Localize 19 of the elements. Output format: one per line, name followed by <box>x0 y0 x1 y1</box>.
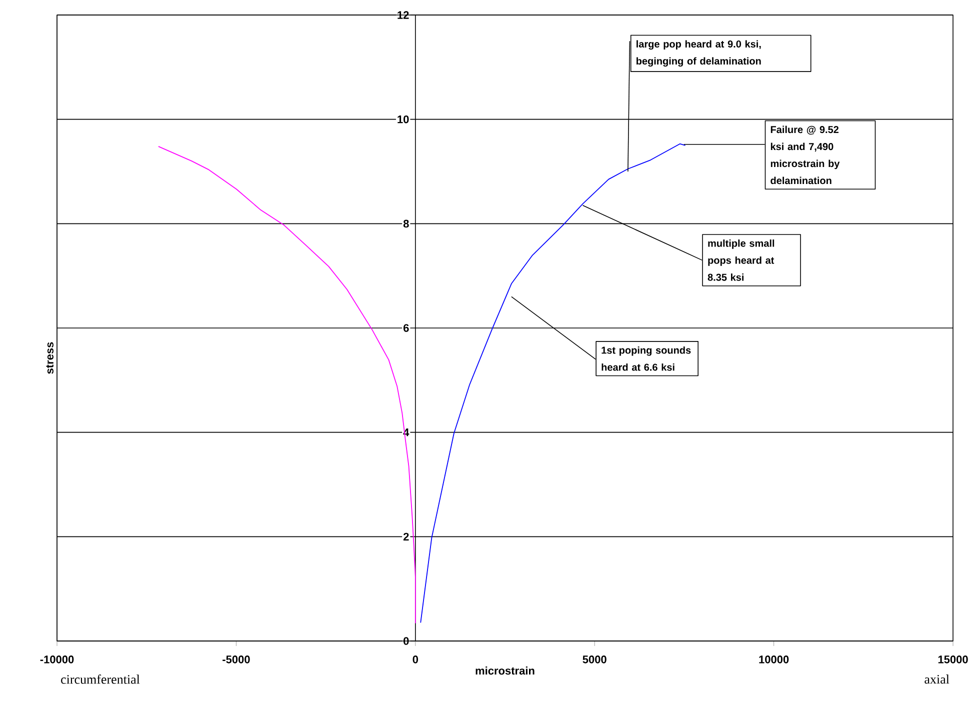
x-axis-title: microstrain <box>476 666 534 675</box>
x-tick-label: 10000 <box>759 656 789 664</box>
annotation: 1st poping sounds heard at 6.6 ksi <box>602 346 691 371</box>
annotation: large pop heard at 9.0 ksi, beginging of delamination <box>636 40 761 67</box>
line-series <box>158 146 416 624</box>
x-tick-label: 0 <box>412 656 418 664</box>
y-tick-label: 8 <box>403 220 409 228</box>
annotation: multiple small pops heard at 8.35 ksi <box>708 240 774 281</box>
x-tick-label: 15000 <box>938 656 968 664</box>
annotation: Failure @ 9.52 ksi and 7,490 microstrain by delamination <box>770 126 840 184</box>
x-tick-label: -5000 <box>222 656 250 664</box>
y-axis-title: stress <box>46 342 54 374</box>
text: circumferential <box>61 674 140 684</box>
y-tick-label: 2 <box>403 532 409 541</box>
x-tick-label: -10000 <box>40 656 74 664</box>
x-tick-label: 5000 <box>582 656 606 664</box>
text: axial <box>924 674 950 684</box>
y-tick-label: 6 <box>403 324 409 332</box>
y-tick-label: 10 <box>398 115 409 124</box>
